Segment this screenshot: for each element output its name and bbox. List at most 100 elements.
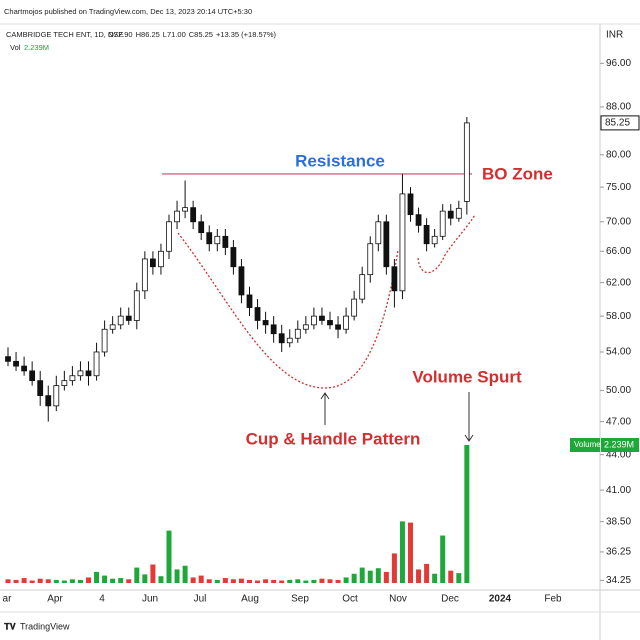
volume-bar xyxy=(335,579,341,583)
candle-body xyxy=(101,328,108,353)
x-tick-label: Dec xyxy=(441,594,459,605)
y-tick-label: 80.00 xyxy=(606,149,631,160)
candle-body xyxy=(174,210,180,223)
candle-body xyxy=(270,324,277,335)
volume-bar xyxy=(295,579,301,583)
volume-badge-box xyxy=(570,438,600,452)
volume-bar xyxy=(222,578,228,583)
candle-body xyxy=(61,380,68,386)
volume-bar xyxy=(311,579,317,583)
volume-bar xyxy=(77,579,83,583)
volume-bar xyxy=(391,553,397,583)
candle-body xyxy=(439,210,446,237)
volume-bar xyxy=(45,579,51,583)
candle-body xyxy=(310,315,317,326)
candle-body xyxy=(158,250,164,268)
volume-bar xyxy=(383,571,389,583)
y-tick-label: 50.00 xyxy=(606,385,631,396)
volume-bar xyxy=(424,563,430,583)
volume-bar xyxy=(142,574,148,583)
annotation: Volume Spurt xyxy=(412,367,522,386)
candle-body xyxy=(166,221,172,252)
volume-bar xyxy=(110,578,116,583)
annotation: Resistance xyxy=(295,151,385,170)
candle-body xyxy=(37,380,44,397)
volume-bar xyxy=(440,535,446,583)
symbol-title: CAMBRIDGE TECH ENT, 1D, NSE xyxy=(6,30,123,39)
volume-bar xyxy=(5,579,11,583)
candle-body xyxy=(302,324,309,330)
candle-body xyxy=(198,221,205,234)
candle-body xyxy=(319,315,325,321)
volume-bar xyxy=(53,579,59,583)
volume-bar xyxy=(367,570,373,583)
annotation: BO Zone xyxy=(482,164,553,183)
y-tick-label: 54.00 xyxy=(606,347,631,358)
candle-body xyxy=(343,315,350,330)
volume-bar xyxy=(61,580,67,583)
candle-body xyxy=(182,207,189,212)
candle-body xyxy=(431,235,438,245)
ohlc-value: C85.25 xyxy=(189,30,213,39)
candle-body xyxy=(214,235,221,245)
candle-body xyxy=(93,351,100,377)
candle-body xyxy=(85,370,92,377)
volume-bar xyxy=(94,571,100,583)
candle-body xyxy=(327,320,333,326)
annotation: Cup & Handle Pattern xyxy=(246,429,421,448)
candle-body xyxy=(45,395,52,407)
candle-body xyxy=(125,315,132,321)
y-tick-label: 38.50 xyxy=(606,516,631,527)
volume-bar xyxy=(351,573,357,583)
volume-bar xyxy=(21,578,27,583)
candle-body xyxy=(294,328,301,339)
volume-bar xyxy=(69,579,75,583)
candle-body xyxy=(141,258,148,292)
volume-bar xyxy=(399,521,405,583)
volume-bar xyxy=(182,565,188,583)
volume-bar xyxy=(271,579,277,583)
volume-tag-box xyxy=(601,438,639,452)
candle-body xyxy=(230,247,237,268)
y-tick-label: 66.00 xyxy=(606,246,631,257)
volume-bar xyxy=(13,579,19,583)
volume-label: Vol xyxy=(10,43,21,52)
candle-body xyxy=(53,385,60,407)
volume-bar xyxy=(359,567,365,583)
volume-bar xyxy=(37,578,43,583)
y-tick-label: 34.25 xyxy=(606,575,631,586)
currency: INR xyxy=(606,30,623,41)
candle-body xyxy=(254,307,261,321)
ohlc-value: +13.35 (+18.57%) xyxy=(216,30,277,39)
candle-body xyxy=(359,274,366,300)
candle-body xyxy=(77,370,84,377)
volume-bar xyxy=(263,579,269,583)
price-tag-box xyxy=(600,115,640,131)
candle-body xyxy=(21,365,28,372)
volume-bar xyxy=(456,573,462,583)
volume-bar xyxy=(343,577,349,583)
candle-body xyxy=(383,221,390,268)
volume-bar xyxy=(416,569,422,583)
candle-body xyxy=(149,258,156,268)
volume-bar xyxy=(166,530,172,583)
x-tick-label: Apr xyxy=(47,594,63,605)
y-tick-label: 75.00 xyxy=(606,182,631,193)
volume-bar xyxy=(279,580,285,583)
x-tick-label: Oct xyxy=(342,594,358,605)
volume-value: 2.239M xyxy=(24,43,49,52)
handle-curve xyxy=(417,214,476,274)
ohlc-value: L71.00 xyxy=(163,30,186,39)
y-tick-label: 58.00 xyxy=(606,311,631,322)
x-tick-label: Sep xyxy=(291,594,309,605)
candle-body xyxy=(415,214,422,226)
x-tick-label: 4 xyxy=(99,594,105,605)
candle-body xyxy=(407,193,414,216)
x-tick-label: Jul xyxy=(194,594,207,605)
candle-body xyxy=(117,315,124,326)
candle-body xyxy=(463,122,470,202)
candle-body xyxy=(69,375,76,382)
x-tick-label: ar xyxy=(3,594,13,605)
volume-badge-title: Volume xyxy=(574,440,601,449)
